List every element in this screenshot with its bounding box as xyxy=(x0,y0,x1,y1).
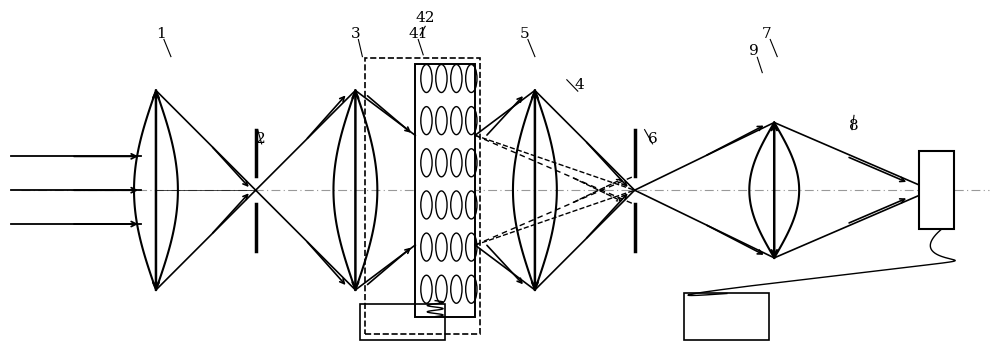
Text: 9: 9 xyxy=(0,358,1,359)
Text: 8: 8 xyxy=(849,119,859,133)
Text: 6: 6 xyxy=(648,132,657,146)
Bar xyxy=(415,64,475,317)
Bar xyxy=(919,151,954,229)
Text: 42: 42 xyxy=(415,10,435,24)
Bar xyxy=(684,294,769,340)
Text: 3: 3 xyxy=(350,27,360,41)
Bar xyxy=(360,304,445,340)
Text: 2: 2 xyxy=(256,132,265,146)
Text: 4: 4 xyxy=(575,78,585,92)
Text: 5: 5 xyxy=(520,27,530,41)
Bar xyxy=(365,59,480,335)
Text: 41: 41 xyxy=(408,27,428,41)
Text: 9: 9 xyxy=(749,45,759,59)
Text: 1: 1 xyxy=(156,27,166,41)
Text: 7: 7 xyxy=(761,27,771,41)
